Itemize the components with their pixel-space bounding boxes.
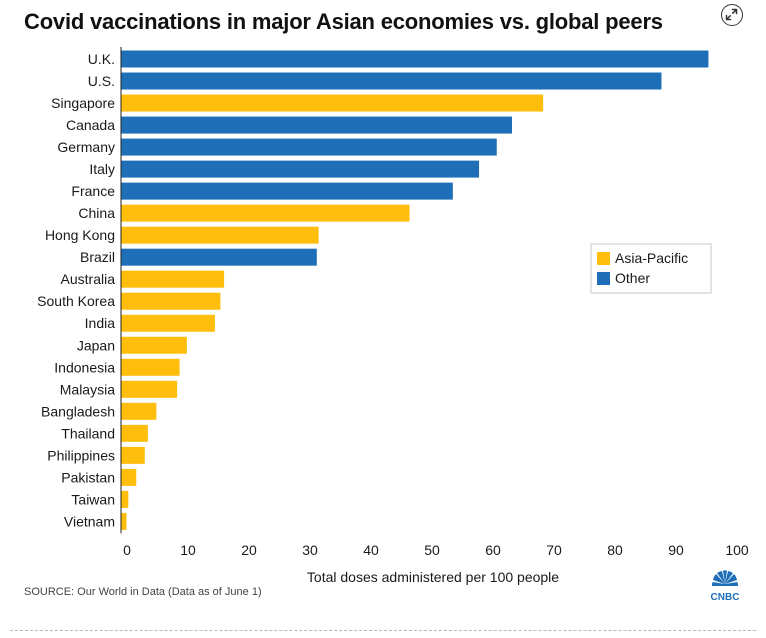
- bar-australia: [121, 270, 225, 288]
- x-tick-label: 50: [424, 542, 440, 558]
- bar-bangladesh: [121, 402, 157, 420]
- bar-canada: [121, 116, 513, 134]
- bar-china: [121, 204, 410, 222]
- bar-singapore: [121, 94, 544, 112]
- x-tick-label: 80: [607, 542, 623, 558]
- legend-box: [590, 243, 712, 294]
- bar-indonesia: [121, 358, 180, 376]
- legend-label: Asia-Pacific: [615, 250, 688, 266]
- bar-brazil: [121, 248, 317, 266]
- bar-japan: [121, 336, 187, 354]
- x-tick-label: 30: [302, 542, 318, 558]
- chart-title: Covid vaccinations in major Asian econom…: [24, 9, 663, 34]
- category-label: Philippines: [47, 447, 115, 463]
- category-label: Brazil: [80, 249, 115, 265]
- category-label: South Korea: [37, 293, 115, 309]
- expand-icon[interactable]: [721, 4, 743, 26]
- bar-thailand: [121, 424, 148, 442]
- category-label: Italy: [89, 161, 115, 177]
- cnbc-logo: CNBC: [711, 570, 740, 603]
- category-label: Germany: [57, 139, 115, 155]
- category-label: India: [85, 315, 116, 331]
- divider: [10, 630, 756, 631]
- category-label: Japan: [77, 337, 115, 353]
- bar-pakistan: [121, 468, 137, 486]
- x-tick-label: 0: [123, 542, 131, 558]
- category-label: U.K.: [88, 51, 115, 67]
- bar-hong-kong: [121, 226, 319, 244]
- category-label: Pakistan: [61, 469, 115, 485]
- category-label: Thailand: [61, 425, 115, 441]
- x-tick-label: 20: [241, 542, 257, 558]
- x-tick-label: 40: [363, 542, 379, 558]
- bar-malaysia: [121, 380, 178, 398]
- x-tick-label: 100: [725, 542, 749, 558]
- category-label: China: [78, 205, 115, 221]
- category-label: Indonesia: [54, 359, 115, 375]
- x-tick-label: 70: [546, 542, 562, 558]
- bar-france: [121, 182, 453, 200]
- x-tick-label: 60: [485, 542, 501, 558]
- bar-chart: U.K. U.S. Singapore Canada Germany Italy Franc…: [37, 47, 749, 585]
- legend-swatch-asia-pacific: [597, 252, 610, 265]
- x-axis-label: Total doses administered per 100 people: [307, 569, 559, 585]
- legend-label: Other: [615, 270, 650, 286]
- category-label: Malaysia: [60, 381, 115, 397]
- category-label: Bangladesh: [41, 403, 115, 419]
- bar-germany: [121, 138, 497, 156]
- category-label: Hong Kong: [45, 227, 115, 243]
- bar-philippines: [121, 446, 145, 464]
- category-label: Canada: [66, 117, 115, 133]
- bar-italy: [121, 160, 480, 178]
- category-label: Singapore: [51, 95, 115, 111]
- x-tick-label: 90: [668, 542, 684, 558]
- category-label: U.S.: [88, 73, 115, 89]
- logo-text: CNBC: [711, 592, 740, 603]
- source-note: SOURCE: Our World in Data (Data as of Ju…: [24, 586, 262, 598]
- category-label: Vietnam: [64, 513, 115, 529]
- bar-india: [121, 314, 215, 332]
- bar-taiwan: [121, 490, 129, 508]
- bar-u-s-: [121, 72, 662, 90]
- expand-arrows-icon: [725, 8, 738, 21]
- legend-swatch-other: [597, 272, 610, 285]
- bar-u-k-: [121, 50, 709, 68]
- category-label: France: [71, 183, 115, 199]
- category-label: Australia: [61, 271, 116, 287]
- category-label: Taiwan: [71, 491, 115, 507]
- bar-south-korea: [121, 292, 221, 310]
- x-tick-label: 10: [180, 542, 196, 558]
- bar-vietnam: [121, 512, 127, 530]
